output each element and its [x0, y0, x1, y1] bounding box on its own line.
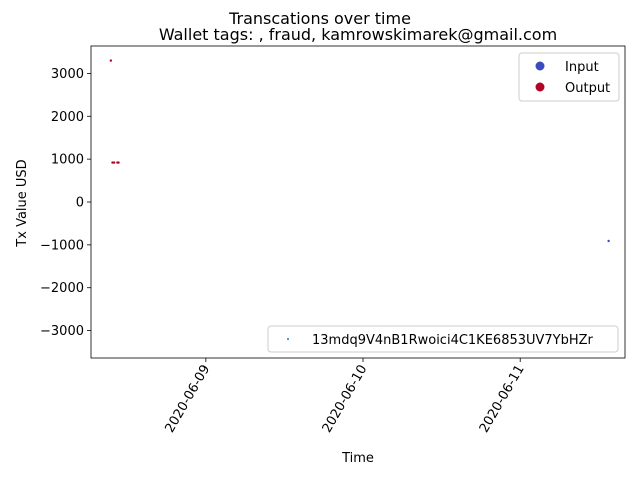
y-tick-label: −3000	[40, 324, 84, 339]
chart-title: Transcations over time	[228, 9, 411, 28]
point-output	[112, 161, 116, 164]
x-tick-label: 2020-06-11	[477, 363, 528, 436]
y-axis: 3000 2000 1000 0 −1000 −2000 −3000	[40, 67, 91, 339]
y-tick-label: −2000	[40, 281, 84, 296]
data-points	[109, 59, 610, 243]
legend-input-marker	[535, 61, 545, 71]
legend-top: Input Output	[518, 52, 620, 102]
y-tick-label: −1000	[40, 238, 84, 253]
legend-bottom-frame	[267, 325, 619, 353]
y-tick-label: 1000	[51, 153, 84, 168]
point-output	[109, 59, 113, 62]
legend-wallet-label: 13mdq9V4nB1Rwoici4C1KE6853UV7YbHZr	[312, 333, 594, 348]
y-tick-label: 3000	[51, 67, 84, 82]
chart-subtitle: Wallet tags: , fraud, kamrowskimarek@gma…	[159, 25, 557, 44]
y-axis-label: Tx Value USD	[15, 159, 30, 247]
y-tick-label: 0	[76, 196, 84, 211]
legend-input-label: Input	[565, 60, 599, 75]
x-axis: 2020-06-09 2020-06-10 2020-06-11	[163, 358, 528, 435]
x-tick-label: 2020-06-09	[163, 363, 214, 436]
legend-output-label: Output	[565, 81, 610, 96]
legend-bottom: 13mdq9V4nB1Rwoici4C1KE6853UV7YbHZr	[267, 325, 619, 353]
point-output	[117, 161, 120, 164]
point-input	[607, 239, 610, 243]
y-tick-label: 2000	[51, 110, 84, 125]
x-axis-label: Time	[341, 451, 374, 466]
legend-wallet-marker	[287, 338, 289, 340]
legend-output-marker	[535, 82, 545, 92]
x-tick-label: 2020-06-10	[320, 363, 371, 436]
